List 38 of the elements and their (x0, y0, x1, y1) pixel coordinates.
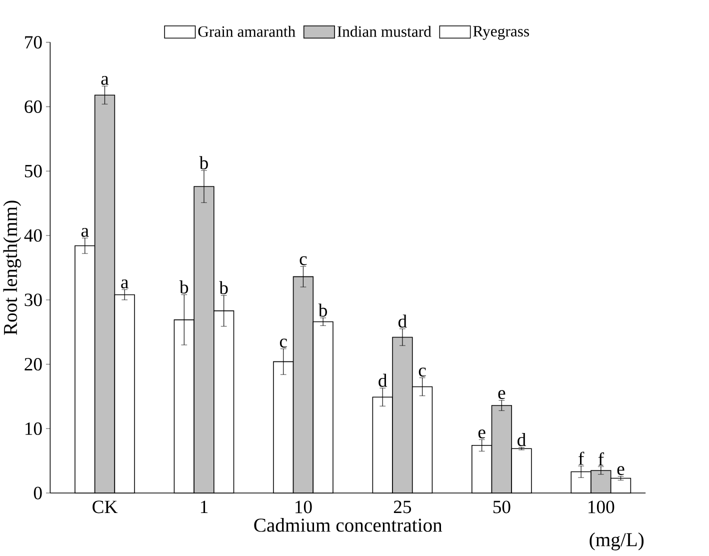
x-axis-title: Cadmium concentration (254, 518, 442, 532)
annotation: f (598, 452, 604, 466)
annotation: b (179, 280, 188, 294)
annotation: e (617, 466, 624, 476)
y-tick-label: 20 (24, 358, 42, 371)
x-tick-label: 1 (200, 500, 208, 513)
y-tick-label: 30 (24, 294, 42, 306)
x-tick-label: 10 (296, 500, 312, 514)
legend-label: Ryegrass (473, 26, 530, 40)
annotation: b (219, 281, 228, 294)
y-tick-label: 70 (25, 36, 42, 49)
annotation: a (81, 228, 89, 237)
annotation: a (121, 279, 128, 288)
annotation: a (101, 76, 109, 85)
legend-label: Grain amaranth (198, 26, 296, 37)
y-tick-label: 10 (26, 422, 42, 435)
annotation: d (378, 374, 388, 387)
annotation: b (318, 304, 328, 317)
annotation: d (398, 314, 407, 328)
annotation: c (280, 338, 287, 348)
legend-label: Indian mustard (337, 26, 432, 37)
y-tick-label: 40 (24, 229, 42, 242)
annotation: b (199, 156, 208, 170)
x-tick-label: 100 (588, 500, 614, 514)
text: (mg/L) (590, 532, 644, 550)
annotation: f (578, 452, 584, 465)
y-tick-label: 50 (24, 164, 42, 178)
y-tick-label: 0 (34, 486, 42, 500)
annotation: c (300, 256, 307, 266)
y-axis-title: Root length(mm) (3, 200, 22, 335)
annotation: e (498, 390, 506, 400)
annotation: c (418, 368, 426, 377)
annotation: d (518, 433, 526, 446)
annotation: e (478, 429, 486, 438)
x-tick-label: 25 (394, 500, 412, 514)
x-tick-label: CK (92, 500, 118, 514)
x-tick-label: 50 (493, 500, 510, 514)
y-tick-label: 60 (24, 100, 42, 113)
